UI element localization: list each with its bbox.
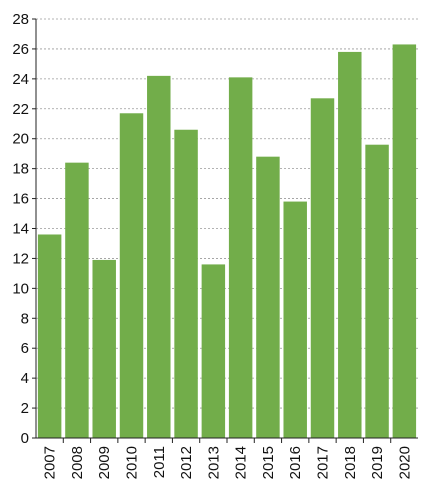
y-tick-label-26: 26 bbox=[12, 41, 29, 58]
bar-2019 bbox=[365, 144, 389, 438]
y-tick-label-0: 0 bbox=[21, 430, 29, 447]
y-tick-label-4: 4 bbox=[21, 370, 29, 387]
y-tick-label-18: 18 bbox=[12, 161, 29, 178]
x-tick-label-2009: 2009 bbox=[96, 446, 113, 479]
bar-2012 bbox=[174, 129, 198, 438]
x-tick-label-2015: 2015 bbox=[260, 446, 277, 479]
x-tick-label-2016: 2016 bbox=[287, 446, 304, 479]
x-tick-label-2017: 2017 bbox=[315, 446, 332, 479]
bar-2009 bbox=[92, 259, 116, 438]
x-tick-label-2014: 2014 bbox=[233, 446, 250, 479]
x-tick-label-2020: 2020 bbox=[396, 446, 413, 479]
y-tick-label-22: 22 bbox=[12, 101, 29, 118]
y-tick-label-14: 14 bbox=[12, 221, 29, 238]
bar-2015 bbox=[256, 156, 280, 438]
bar-2010 bbox=[119, 113, 144, 439]
y-tick-label-2: 2 bbox=[21, 400, 29, 417]
axes bbox=[32, 18, 418, 443]
y-tick-label-24: 24 bbox=[12, 71, 29, 88]
y-tick-label-16: 16 bbox=[12, 191, 29, 208]
x-tick-label-2010: 2010 bbox=[124, 446, 141, 479]
x-tick-label-2007: 2007 bbox=[42, 446, 59, 479]
x-tick-label-2019: 2019 bbox=[369, 446, 386, 479]
y-tick-label-8: 8 bbox=[21, 310, 29, 327]
bars bbox=[37, 44, 417, 439]
y-tick-label-28: 28 bbox=[12, 11, 29, 28]
x-tick-label-2018: 2018 bbox=[342, 446, 359, 479]
y-tick-label-10: 10 bbox=[12, 280, 29, 297]
y-tick-label-6: 6 bbox=[21, 340, 29, 357]
x-tick-label-2008: 2008 bbox=[69, 446, 86, 479]
y-tick-label-20: 20 bbox=[12, 131, 29, 148]
bar-2020 bbox=[392, 44, 417, 439]
bar-2007 bbox=[37, 234, 62, 438]
y-tick-label-12: 12 bbox=[12, 250, 29, 267]
bar-2017 bbox=[310, 98, 335, 438]
x-tick-label-2013: 2013 bbox=[205, 446, 222, 479]
x-tick-labels: 2007 2008 2009 2010 2011 2012 2013 2014 2015 2016… bbox=[42, 446, 414, 479]
bar-2018 bbox=[338, 51, 362, 439]
x-tick-label-2011: 2011 bbox=[151, 446, 168, 478]
bar-2013 bbox=[201, 264, 226, 438]
bar-2014 bbox=[228, 77, 253, 438]
bar-2008 bbox=[65, 162, 89, 438]
bar-2016 bbox=[283, 201, 307, 438]
x-tick-label-2012: 2012 bbox=[178, 446, 195, 479]
bar-2011 bbox=[147, 75, 171, 438]
